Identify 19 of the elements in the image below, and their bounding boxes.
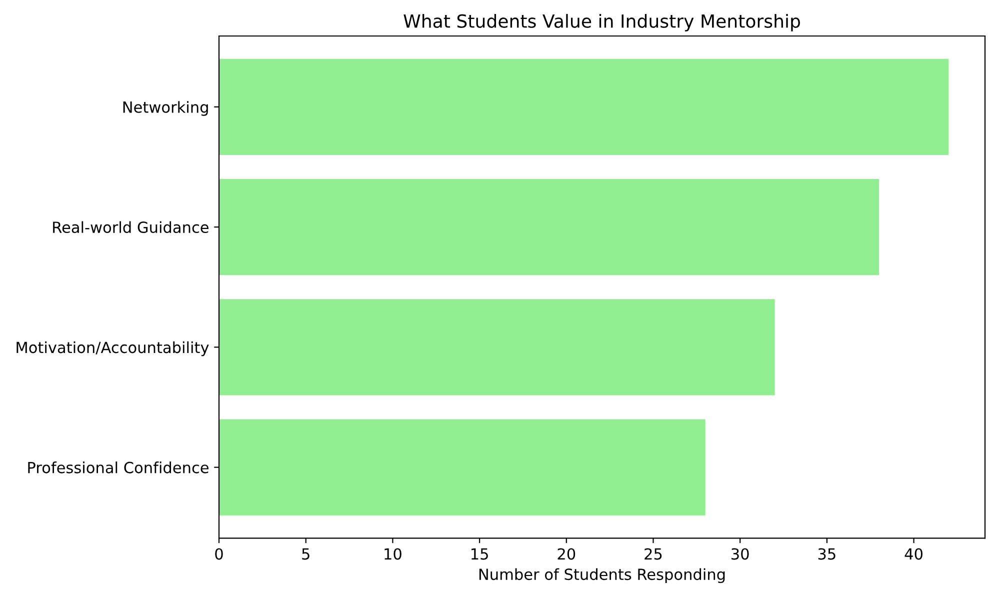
y-tick-label: Real-world Guidance	[53, 221, 208, 234]
x-tick-label: 35	[818, 548, 836, 560]
x-tick-label: 10	[384, 548, 402, 560]
y-tick-label: Professional Confidence	[28, 462, 208, 474]
x-tick-label: 30	[732, 548, 749, 560]
x-tick-label: 40	[904, 548, 922, 560]
x-tick-label: 20	[558, 548, 576, 560]
x-axis-title: Number of Students Responding	[479, 568, 725, 584]
x-tick-label: 25	[644, 548, 662, 560]
y-tick-label: Motivation/Accountability	[16, 341, 209, 356]
x-tick-label: 15	[472, 548, 488, 560]
bar	[219, 299, 775, 396]
bar	[219, 58, 949, 155]
bar	[219, 419, 706, 516]
x-tick-label: 0	[215, 548, 223, 560]
y-tick-label: Networking	[123, 101, 208, 116]
bar	[219, 178, 880, 276]
chart-title: What Students Value in Industry Mentorship	[404, 14, 800, 32]
x-tick-label: 5	[302, 548, 310, 560]
